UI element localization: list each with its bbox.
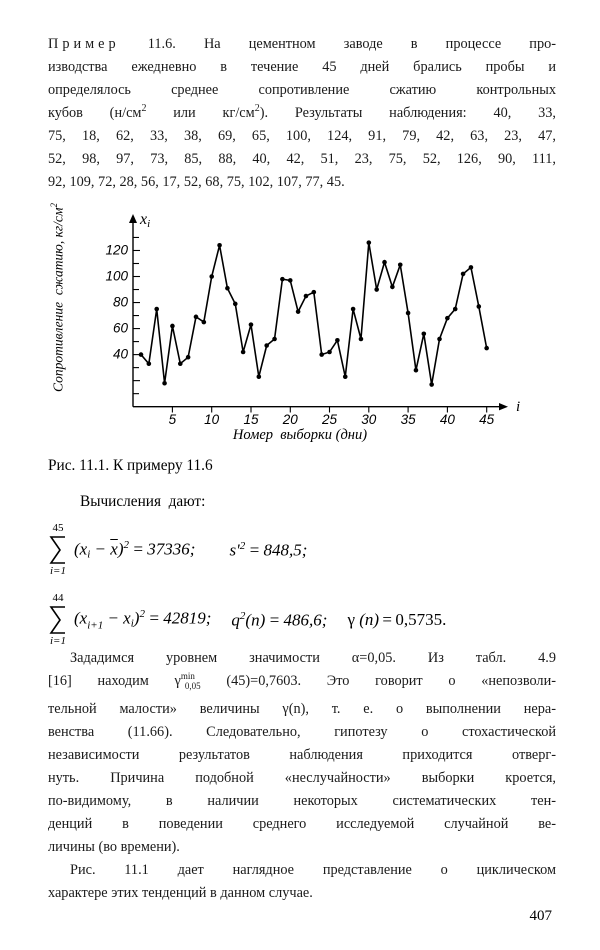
svg-text:i: i	[516, 399, 520, 415]
svg-text:45: 45	[479, 412, 495, 427]
svg-text:15: 15	[243, 412, 259, 427]
svg-text:25: 25	[321, 412, 338, 427]
svg-text:5: 5	[169, 412, 177, 427]
svg-text:xi: xi	[139, 211, 150, 230]
svg-text:60: 60	[113, 321, 129, 336]
svg-text:20: 20	[282, 412, 299, 427]
svg-text:120: 120	[105, 243, 128, 258]
svg-text:40: 40	[113, 347, 129, 362]
svg-text:30: 30	[361, 412, 377, 427]
svg-text:80: 80	[113, 295, 129, 310]
svg-text:10: 10	[204, 412, 220, 427]
svg-text:35: 35	[401, 412, 417, 427]
svg-text:40: 40	[440, 412, 456, 427]
svg-text:100: 100	[105, 269, 128, 284]
